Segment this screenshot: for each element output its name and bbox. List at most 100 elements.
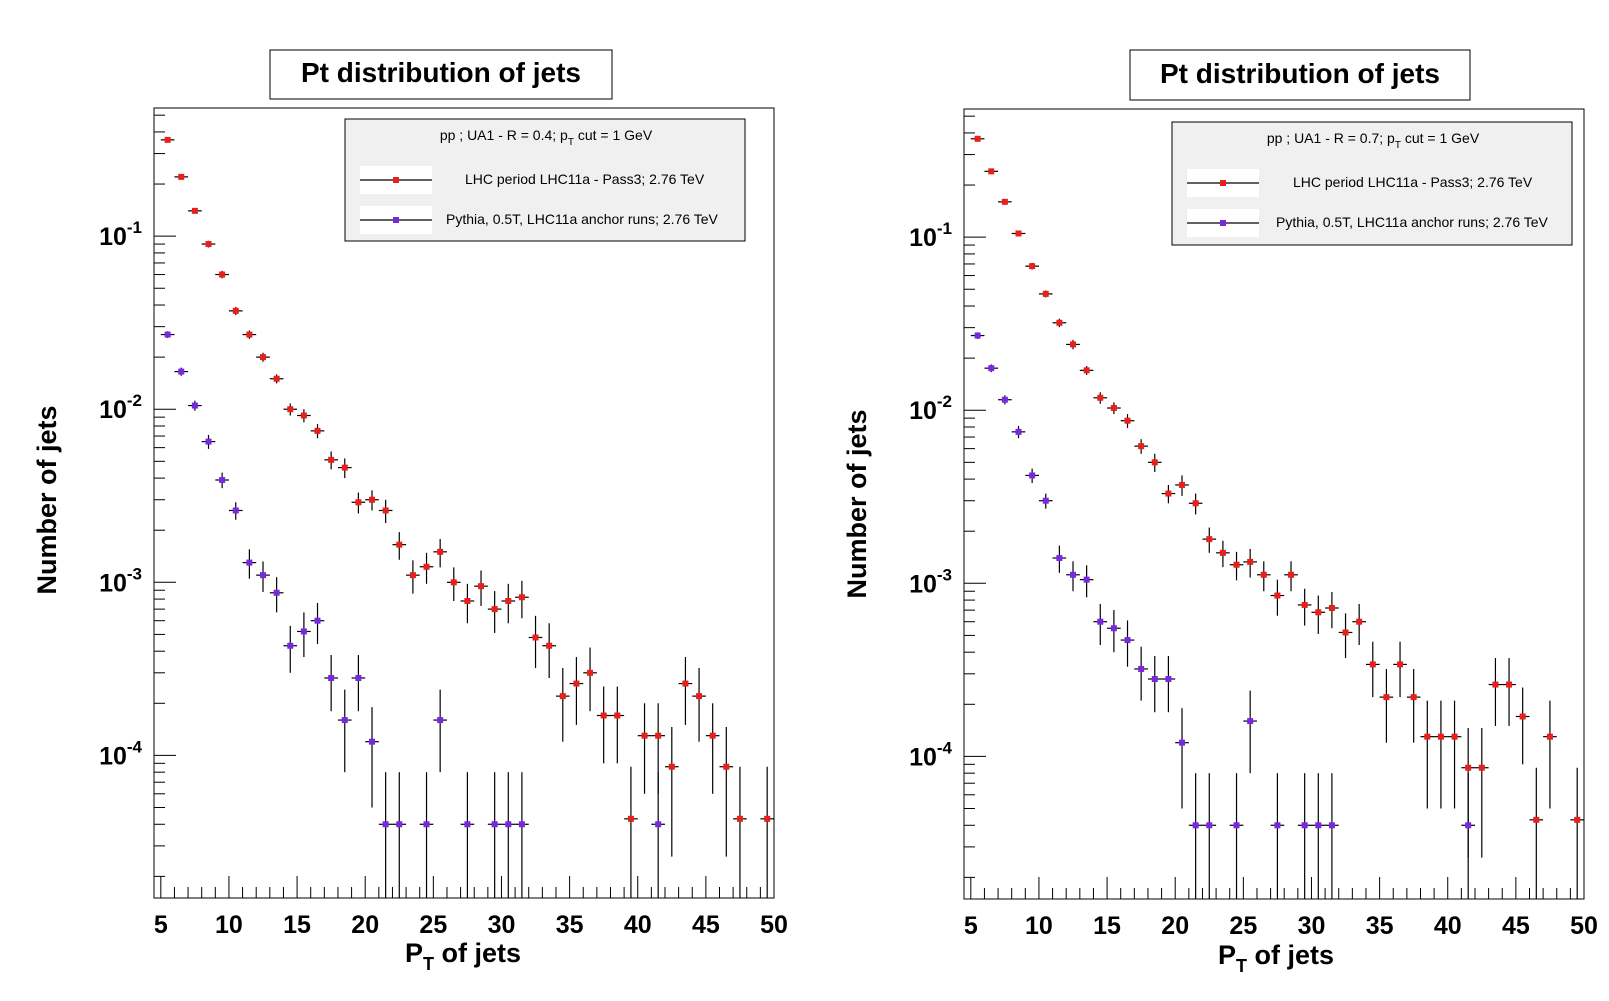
data-point-lhc <box>1434 700 1448 809</box>
legend-marker-data <box>1220 180 1226 186</box>
data-point-lhc <box>692 667 706 742</box>
data-point-pythia <box>651 772 665 898</box>
data-point-lhc <box>984 168 999 175</box>
data-point-lhc <box>215 270 229 279</box>
data-point-lhc <box>569 657 584 725</box>
data-point-lhc <box>1011 230 1026 237</box>
y-tick-label: 10-4 <box>909 738 952 771</box>
data-point-lhc <box>351 492 366 514</box>
data-point-lhc <box>406 560 420 594</box>
data-point-pythia <box>378 772 393 898</box>
data-point-lhc <box>998 198 1012 205</box>
data-point-pythia <box>419 772 434 898</box>
data-point-pythia <box>984 364 999 373</box>
data-point-lhc <box>1406 668 1421 743</box>
data-point-pythia <box>215 472 229 489</box>
legend-header: pp ; UA1 - R = 0.7; pT cut = 1 GeV <box>1267 130 1480 151</box>
data-point-lhc <box>1515 687 1530 765</box>
data-point-pythia <box>1229 773 1244 899</box>
data-point-pythia <box>1120 620 1135 667</box>
data-point-pythia <box>998 395 1012 405</box>
data-point-lhc <box>1284 561 1298 592</box>
data-point-lhc <box>392 532 407 560</box>
data-point-lhc <box>1502 658 1516 726</box>
data-point-lhc <box>705 703 720 794</box>
data-point-pythia <box>174 367 189 376</box>
chart-title: Pt distribution of jets <box>301 57 581 88</box>
data-point-lhc <box>1570 767 1584 899</box>
data-point-lhc <box>760 766 774 898</box>
data-point-lhc <box>1079 366 1094 375</box>
y-tick-label: 10-2 <box>909 392 952 425</box>
x-tick-label: 20 <box>351 911 379 939</box>
data-point-pythia <box>1461 773 1475 899</box>
data-point-lhc <box>419 552 434 584</box>
data-point-lhc <box>297 409 311 423</box>
data-point-lhc <box>583 647 597 712</box>
chart-panel-right: Pt distribution of jets 5 10 15 20 25 30 35 40 4… <box>842 49 1598 976</box>
x-tick-label: 5 <box>154 911 168 939</box>
data-point-lhc <box>474 570 488 606</box>
y-tick-label: 10-1 <box>99 218 142 251</box>
plot-frame <box>153 107 775 899</box>
data-point-pythia <box>1038 493 1053 509</box>
y-tick-label: 10-2 <box>99 391 142 424</box>
data-point-pythia <box>970 332 985 339</box>
data-point-pythia <box>228 502 243 520</box>
data-point-pythia <box>460 772 475 898</box>
legend-entry-data: LHC period LHC11a - Pass3; 2.76 TeV <box>1293 174 1533 190</box>
data-point-pythia <box>1025 468 1039 483</box>
data-point-pythia <box>433 689 447 773</box>
data-point-pythia <box>310 602 325 645</box>
data-point-pythia <box>1161 656 1176 713</box>
x-tick-label: 10 <box>215 911 243 939</box>
data-point-pythia <box>1202 773 1217 899</box>
data-point-lhc <box>664 726 679 857</box>
data-point-lhc <box>637 703 652 794</box>
data-point-pythia <box>1147 656 1162 713</box>
data-point-lhc <box>201 240 216 248</box>
data-point-lhc <box>1338 613 1353 659</box>
data-point-lhc <box>1311 595 1326 634</box>
y-tick-label: 10-1 <box>909 219 952 252</box>
legend-header: pp ; UA1 - R = 0.4; pT cut = 1 GeV <box>440 127 653 148</box>
data-point-lhc <box>1188 493 1203 515</box>
x-tick-label: 5 <box>964 912 978 940</box>
data-point-lhc <box>501 583 516 624</box>
data-point-pythia <box>515 772 529 898</box>
chart-title: Pt distribution of jets <box>1160 58 1440 89</box>
chart-panel-left: Pt distribution of jets 5 10 15 20 25 30 35 40 4… <box>32 49 788 974</box>
legend: pp ; UA1 - R = 0.4; pT cut = 1 GeV LHC p… <box>344 118 746 242</box>
x-tick-label: 45 <box>692 911 720 939</box>
data-point-lhc <box>733 766 747 898</box>
data-point-lhc <box>1420 700 1435 809</box>
legend-entry-mc: Pythia, 0.5T, LHC11a anchor runs; 2.76 T… <box>446 211 719 227</box>
x-axis-title: PT of jets <box>1218 940 1334 976</box>
data-point-lhc <box>433 538 447 568</box>
data-point-lhc <box>1488 658 1503 726</box>
legend: pp ; UA1 - R = 0.7; pT cut = 1 GeV LHC p… <box>1171 121 1573 246</box>
x-tick-label: 50 <box>1570 912 1598 940</box>
data-point-lhc <box>1107 402 1121 415</box>
data-point-pythia <box>1134 646 1148 701</box>
data-point-lhc <box>1066 339 1080 350</box>
x-tick-label: 40 <box>624 911 652 939</box>
data-point-lhc <box>1270 579 1285 616</box>
data-point-lhc <box>1529 767 1544 899</box>
data-point-lhc <box>1447 700 1462 809</box>
data-point-lhc <box>174 173 189 180</box>
legend-marker-mc <box>393 217 399 223</box>
data-point-lhc <box>1120 414 1135 428</box>
legend-entry-data: LHC period LHC11a - Pass3; 2.76 TeV <box>465 171 705 187</box>
data-point-pythia <box>1311 773 1326 899</box>
data-point-pythia <box>242 549 257 579</box>
data-point-lhc <box>242 330 257 339</box>
data-point-pythia <box>1066 561 1080 592</box>
data-point-lhc <box>1256 561 1271 592</box>
data-point-lhc <box>487 591 502 633</box>
data-point-lhc <box>160 136 175 143</box>
data-point-lhc <box>337 458 352 479</box>
data-point-lhc <box>1147 453 1162 472</box>
data-point-lhc <box>1216 540 1230 568</box>
data-point-lhc <box>1543 700 1557 809</box>
